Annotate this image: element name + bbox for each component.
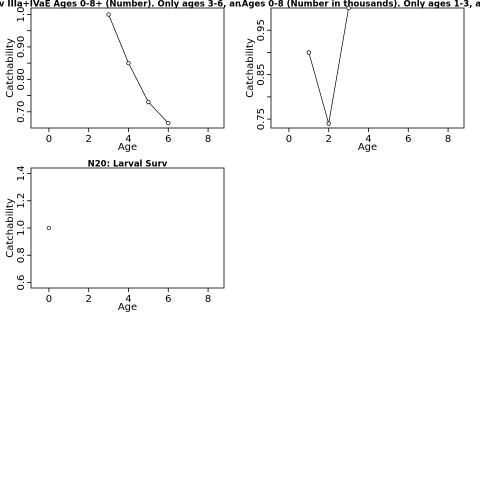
data-point: [346, 5, 351, 11]
chart-title: ...v IIIa+IVaE Ages 0-8+ (Number). Only …: [0, 0, 266, 10]
chart-panel-1: ...v IIIa+IVaE Ages 0-8+ (Number). Only …: [0, 0, 266, 153]
plot-frame: [270, 7, 465, 129]
y-tick-label: 0.80: [16, 68, 27, 90]
y-axis-label: Catchability: [5, 38, 16, 98]
x-tick-label: 8: [205, 134, 211, 145]
x-tick-label: 4: [365, 134, 371, 145]
y-tick-label: 0.95: [256, 19, 267, 41]
y-tick-label: 0.75: [256, 108, 267, 130]
y-tick-label: 0.70: [16, 101, 27, 123]
data-point: [106, 12, 111, 17]
data-point: [326, 121, 331, 126]
x-tick-label: 2: [86, 134, 92, 145]
x-tick-label: 4: [125, 294, 131, 305]
chart-title: N20: Larval Surv: [88, 160, 168, 170]
data-point: [126, 60, 131, 66]
x-axis-label: Age: [118, 142, 137, 153]
y-tick-label: 1.2: [16, 193, 27, 209]
x-tick-label: 6: [165, 134, 171, 145]
y-tick-label: 0.85: [256, 64, 267, 86]
chart-panel-2: ...Ages 0-8 (Number in thousands). Only …: [232, 0, 480, 153]
plot-frame: [30, 7, 225, 129]
series-line: [108, 14, 169, 124]
y-tick-label: 0.6: [16, 275, 27, 291]
y-axis-label: Catchability: [245, 38, 256, 98]
y-axis-label: Catchability: [5, 198, 16, 258]
data-point: [46, 225, 52, 231]
x-tick-label: 0: [46, 134, 52, 145]
x-axis-label: Age: [358, 142, 377, 153]
x-axis-label: Age: [118, 302, 137, 313]
x-tick-label: 6: [405, 134, 411, 145]
x-tick-label: 2: [326, 134, 332, 145]
y-tick-label: 0.8: [16, 247, 27, 263]
y-tick-label: 1.0: [16, 220, 27, 236]
y-tick-label: 1.0: [16, 7, 27, 23]
data-point: [146, 99, 151, 105]
data-point: [306, 50, 311, 55]
chart-title: ...Ages 0-8 (Number in thousands). Only …: [232, 0, 480, 10]
x-tick-label: 0: [286, 134, 292, 145]
x-tick-label: 6: [165, 294, 171, 305]
chart-panel-3: N20: Larval Surv 0 2 4 6 8 0.6 0.8 1.0 1.2 1.4 Age C…: [5, 160, 225, 313]
x-tick-label: 8: [205, 294, 211, 305]
x-tick-label: 2: [86, 294, 92, 305]
y-tick-label: 1.4: [16, 166, 27, 182]
x-tick-label: 8: [445, 134, 451, 145]
x-tick-label: 4: [125, 134, 131, 145]
y-tick-label: 0.90: [16, 36, 27, 58]
data-point: [166, 120, 171, 126]
x-tick-label: 0: [46, 294, 52, 305]
